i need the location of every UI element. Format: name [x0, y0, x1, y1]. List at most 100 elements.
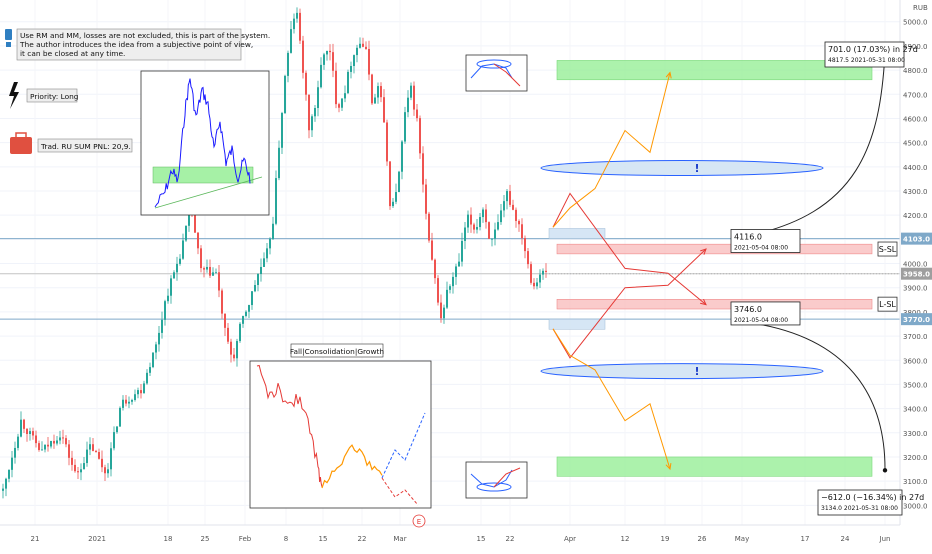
forecast-orange-down — [552, 328, 671, 470]
priority-text: Priority: Long — [30, 92, 79, 101]
zone-target-up — [556, 60, 873, 81]
candle-body — [263, 258, 265, 267]
candle-body — [11, 457, 13, 470]
curve-to-lower-target — [741, 321, 886, 470]
forecast-red-down — [552, 192, 707, 306]
zone-target-down — [556, 456, 873, 477]
candle-body — [149, 367, 151, 373]
candle-body — [74, 464, 76, 472]
candle-body — [491, 238, 493, 240]
price-tick-label: 4300.0 — [903, 188, 928, 196]
time-tick-label: Apr — [564, 535, 576, 543]
candle-body — [38, 443, 40, 450]
time-tick-label: 18 — [164, 535, 173, 543]
price-tick-label: 3700.0 — [903, 333, 928, 341]
candle-body — [14, 447, 16, 458]
candle-body — [182, 240, 184, 259]
candle-body — [35, 435, 37, 444]
price-tick-label: 4500.0 — [903, 140, 928, 148]
candle-body — [380, 86, 382, 98]
phases-title-box — [290, 343, 384, 358]
candle-body — [8, 469, 10, 479]
candle-body — [158, 332, 160, 345]
price-tick-label: 3600.0 — [903, 357, 928, 365]
price-tick-label: 4900.0 — [903, 43, 928, 51]
level-tag-bg — [901, 313, 932, 326]
candle-body — [482, 209, 484, 218]
candle-body — [452, 276, 454, 287]
candle-body — [23, 419, 25, 429]
candle-body — [365, 46, 367, 49]
candle-body — [530, 264, 532, 283]
candle-body — [53, 440, 55, 444]
candle-body — [26, 428, 28, 434]
time-tick-label: 22 — [506, 535, 515, 543]
candle-body — [275, 178, 277, 224]
time-tick-label: 15 — [319, 535, 328, 543]
candle-body — [542, 270, 544, 275]
candle-body — [395, 191, 397, 202]
grid — [0, 21, 900, 506]
candle-body — [197, 232, 199, 249]
entry-zone-bottom — [548, 318, 606, 330]
target-upper-box — [824, 41, 905, 68]
candle-body — [245, 311, 247, 317]
currency-label: RUB — [913, 4, 928, 12]
mini-top-ellipse — [476, 59, 512, 69]
candle-body — [458, 261, 460, 267]
candle-body — [347, 71, 349, 94]
candle-body — [116, 426, 118, 433]
candle-body — [497, 222, 499, 230]
candle-body — [62, 437, 64, 439]
level-tag: 4103.0 — [903, 236, 930, 244]
candle-body — [323, 54, 325, 65]
mini-bottom-ellipse — [476, 482, 512, 492]
candle-body — [287, 52, 289, 76]
candle-body — [317, 87, 319, 108]
disclaimer-line: it can be closed at any time. — [20, 49, 125, 58]
candle-body — [200, 248, 202, 269]
time-axis[interactable]: 21 2021 18 25 Feb 8 15 22 Mar 15 22 Apr 12 19 26 May 17 2… — [0, 524, 900, 543]
candle-body — [437, 278, 439, 303]
candle-body — [98, 452, 100, 459]
candle-body — [524, 238, 526, 252]
candle-body — [86, 449, 88, 464]
candle-body — [272, 223, 274, 239]
candle-body — [488, 222, 490, 239]
zone-s-sl — [556, 243, 873, 255]
zone-l-sl — [556, 299, 873, 310]
curve-to-upper-target — [741, 53, 886, 238]
mini-top — [465, 54, 528, 92]
candle-body — [341, 98, 343, 108]
candle-body — [503, 201, 505, 211]
candle-body — [146, 372, 148, 384]
target-lower-line: −612.0 (−16.34%) in 27d — [821, 493, 924, 502]
candle-body — [257, 273, 259, 286]
candle-body — [185, 225, 187, 241]
price-axis[interactable]: 3000.0 3100.0 3200.0 3300.0 3400.0 3500.0 3600… — [899, 0, 932, 550]
lsl-tag-box — [877, 296, 898, 312]
candle-body — [131, 399, 133, 402]
candle-body — [167, 295, 169, 302]
candle-body — [29, 431, 31, 434]
time-tick-label: May — [735, 535, 749, 543]
candle-body — [224, 313, 226, 328]
info-icon — [5, 29, 12, 40]
candle-body — [122, 399, 124, 408]
candle-body — [248, 305, 250, 312]
candle-body — [20, 419, 22, 437]
mini-bottom — [465, 461, 528, 499]
phases-alt — [381, 477, 419, 506]
price-tick-label: 3200.0 — [903, 454, 928, 462]
candle-body — [374, 97, 376, 104]
candle-body — [194, 215, 196, 233]
candle-body — [5, 478, 7, 489]
price-tag-bottom-line: 3746.0 — [734, 305, 762, 314]
candle-body — [500, 210, 502, 223]
briefcase-icon — [10, 137, 32, 154]
candle-body — [425, 184, 427, 214]
candle-body — [170, 278, 172, 296]
forecast-orange-up-arrow — [665, 71, 672, 79]
time-tick-label: 22 — [358, 535, 367, 543]
